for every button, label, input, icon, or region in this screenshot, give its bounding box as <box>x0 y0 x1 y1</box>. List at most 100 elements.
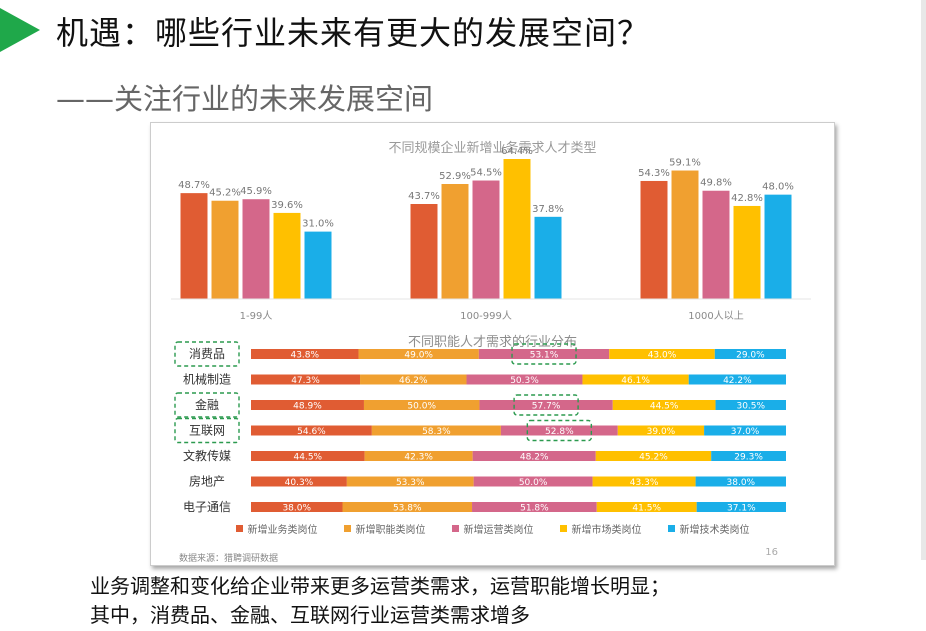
highlight-box-industry <box>174 417 240 444</box>
segment-value-label: 43.3% <box>630 478 659 488</box>
industry-label: 机械制造 <box>183 372 231 387</box>
stacked-segment <box>472 451 596 461</box>
bar <box>441 184 469 299</box>
segment-value-label: 41.5% <box>632 504 661 514</box>
bar-value-label: 37.8% <box>532 204 564 215</box>
segment-value-label: 53.8% <box>393 504 422 514</box>
legend-item: 新增市场类岗位 <box>559 521 642 536</box>
bar <box>211 200 239 299</box>
bar <box>242 199 270 299</box>
stacked-segment <box>251 451 365 461</box>
segment-value-label: 51.8% <box>520 504 549 514</box>
stacked-segment <box>251 502 343 512</box>
bar <box>534 216 562 299</box>
stacked-segment <box>711 451 786 461</box>
footer-line-2: 其中，消费品、金融、互联网行业运营类需求增多 <box>90 603 530 627</box>
legend-item: 新增技术类岗位 <box>667 521 750 536</box>
industry-label: 金融 <box>195 397 219 412</box>
stacked-segment <box>695 476 786 487</box>
chart1-title: 不同规模企业新增业务需求人才类型 <box>388 141 597 156</box>
legend-label: 新增业务类岗位 <box>247 525 318 536</box>
segment-value-label: 40.3% <box>285 478 314 488</box>
legend-swatch <box>559 525 567 532</box>
stacked-segment <box>251 400 364 410</box>
stacked-segment <box>696 502 786 512</box>
bar-value-label: 48.0% <box>762 182 794 193</box>
legend-label: 新增职能类岗位 <box>355 525 426 536</box>
segment-value-label: 50.0% <box>407 402 436 412</box>
legend-item: 新增运营类岗位 <box>451 521 534 536</box>
bar <box>702 190 730 299</box>
segment-value-label: 47.3% <box>291 376 320 386</box>
legend-item: 新增业务类岗位 <box>235 521 318 536</box>
segment-value-label: 49.0% <box>404 351 433 361</box>
bar-value-label: 52.9% <box>439 171 471 182</box>
stacked-segment <box>704 425 786 436</box>
legend-swatch <box>667 525 675 532</box>
industry-label: 消费品 <box>189 347 225 361</box>
bar-value-label: 42.8% <box>731 193 763 204</box>
segment-value-label: 52.8% <box>545 427 574 437</box>
industry-label: 房地产 <box>189 474 225 489</box>
segment-value-label: 43.8% <box>290 351 319 361</box>
bar <box>472 180 500 299</box>
slide-title: 机遇：哪些行业未来有更大的发展空间？ <box>56 14 651 52</box>
highlight-box-operations <box>526 419 593 442</box>
bar-value-label: 43.7% <box>408 191 440 202</box>
highlight-box-industry <box>174 341 240 367</box>
bar <box>503 159 531 299</box>
stacked-segment <box>612 400 716 410</box>
segment-value-label: 29.3% <box>734 453 763 463</box>
segment-value-label: 46.2% <box>399 376 428 386</box>
bar-value-label: 59.1% <box>669 158 701 169</box>
title-arrow-icon <box>0 8 40 52</box>
segment-value-label: 57.7% <box>532 402 561 412</box>
stacked-segment <box>363 400 480 410</box>
stacked-segment <box>346 476 474 487</box>
stacked-segment <box>342 502 473 512</box>
stacked-segment <box>595 451 712 461</box>
stacked-segment <box>714 349 786 359</box>
bar-value-label: 54.3% <box>638 168 670 179</box>
legend-swatch <box>235 525 243 532</box>
segment-value-label: 48.2% <box>520 453 549 463</box>
segment-value-label: 46.1% <box>621 376 650 386</box>
bar <box>410 204 438 299</box>
bar <box>273 212 301 299</box>
segment-value-label: 29.0% <box>736 351 765 361</box>
segment-value-label: 42.3% <box>404 453 433 463</box>
stacked-segment <box>478 349 610 359</box>
segment-value-label: 44.5% <box>294 453 323 463</box>
stacked-segment <box>251 349 359 359</box>
bar-value-label: 48.7% <box>178 180 210 191</box>
segment-value-label: 37.0% <box>731 427 760 437</box>
stacked-segment <box>479 400 613 410</box>
stacked-segment <box>473 476 593 487</box>
category-tick-label: 100-999人 <box>460 310 512 322</box>
stacked-segment <box>251 476 347 487</box>
stacked-segment <box>364 451 473 461</box>
bar-value-label: 64.4% <box>501 146 533 157</box>
legend-label: 新增技术类岗位 <box>679 525 750 536</box>
legend-label: 新增运营类岗位 <box>463 525 534 536</box>
bar <box>733 205 761 299</box>
bar <box>640 180 668 299</box>
stacked-segment <box>715 400 786 410</box>
stacked-segment <box>617 425 705 436</box>
chart-panel: 不同规模企业新增业务需求人才类型 48.7% 45.2% 45.9% 39.6% 31.… <box>150 122 835 566</box>
legend-swatch <box>343 525 351 532</box>
highlight-box-operations <box>511 343 577 365</box>
segment-value-label: 42.2% <box>723 376 752 386</box>
legend-swatch <box>451 525 459 532</box>
stacked-segment <box>466 374 583 385</box>
stacked-segment <box>371 425 501 436</box>
bar <box>180 193 208 299</box>
stacked-bar-chart: 消费品 43.8% 49.0% 53.1% 43.0% 29.0% 机械制造 47.3% 46.… <box>174 341 786 514</box>
category-tick-label: 1000人以上 <box>688 310 743 322</box>
bar-value-label: 54.5% <box>470 168 502 179</box>
segment-value-label: 54.6% <box>297 427 326 437</box>
category-tick-label: 1-99人 <box>240 310 273 322</box>
bar <box>304 231 332 299</box>
segment-value-label: 37.1% <box>727 504 756 514</box>
stacked-segment <box>582 374 689 385</box>
